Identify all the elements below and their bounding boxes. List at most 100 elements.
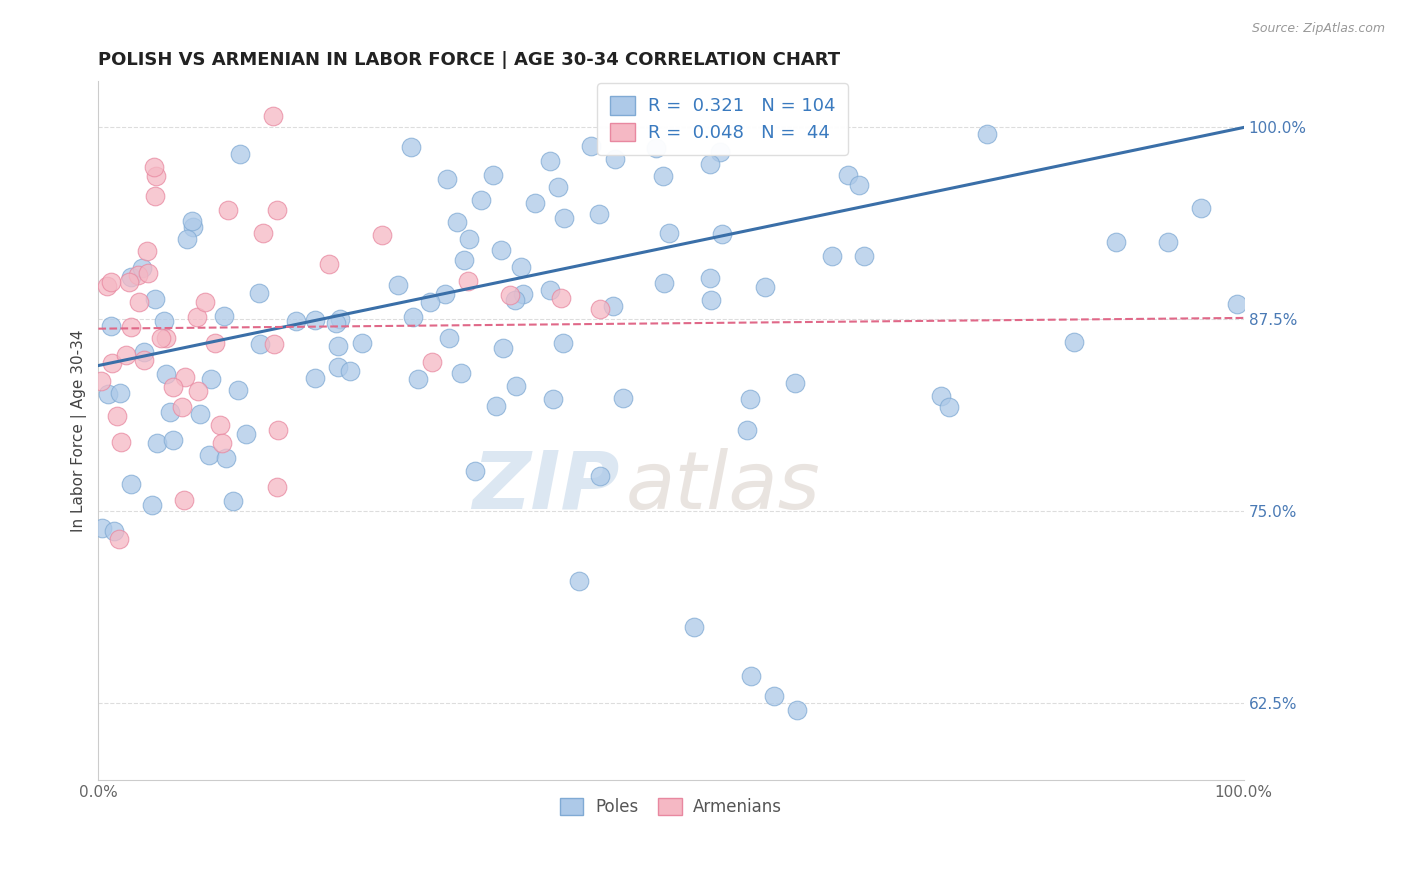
Point xyxy=(252,226,274,240)
Point xyxy=(1105,235,1128,249)
Point xyxy=(763,689,786,703)
Point xyxy=(212,309,235,323)
Point xyxy=(304,371,326,385)
Point xyxy=(538,283,561,297)
Point xyxy=(143,189,166,203)
Point xyxy=(848,178,870,193)
Point xyxy=(194,295,217,310)
Text: POLISH VS ARMENIAN IN LABOR FORCE | AGE 30-34 CORRELATION CHART: POLISH VS ARMENIAN IN LABOR FORCE | AGE … xyxy=(98,51,841,69)
Text: Source: ZipAtlas.com: Source: ZipAtlas.com xyxy=(1251,22,1385,36)
Point xyxy=(352,335,374,350)
Point xyxy=(235,427,257,442)
Point xyxy=(174,369,197,384)
Point xyxy=(1157,235,1180,249)
Point xyxy=(387,277,409,292)
Point xyxy=(699,271,721,285)
Point xyxy=(453,253,475,268)
Point xyxy=(603,153,626,167)
Point xyxy=(402,310,425,324)
Point xyxy=(589,301,612,316)
Point xyxy=(464,464,486,478)
Point xyxy=(100,318,122,333)
Point xyxy=(434,287,457,301)
Point xyxy=(538,153,561,168)
Point xyxy=(215,450,238,465)
Point xyxy=(181,220,204,235)
Point xyxy=(371,227,394,242)
Point xyxy=(285,314,308,328)
Point xyxy=(470,193,492,207)
Point xyxy=(652,277,675,291)
Point xyxy=(100,276,122,290)
Point xyxy=(103,524,125,538)
Point xyxy=(602,299,624,313)
Point xyxy=(329,312,352,326)
Point xyxy=(588,207,610,221)
Point xyxy=(436,172,458,186)
Point xyxy=(457,274,479,288)
Point xyxy=(127,268,149,283)
Point xyxy=(852,249,875,263)
Point xyxy=(551,335,574,350)
Point xyxy=(612,392,634,406)
Point xyxy=(105,409,128,424)
Point xyxy=(226,384,249,398)
Point xyxy=(645,141,668,155)
Point xyxy=(170,400,193,414)
Point xyxy=(134,353,156,368)
Text: ZIP: ZIP xyxy=(472,448,620,525)
Point xyxy=(128,295,150,310)
Point xyxy=(541,392,564,407)
Point xyxy=(499,287,522,301)
Point xyxy=(1063,334,1085,349)
Point xyxy=(503,293,526,307)
Point xyxy=(159,405,181,419)
Point xyxy=(176,232,198,246)
Point xyxy=(976,127,998,141)
Point xyxy=(101,356,124,370)
Point xyxy=(120,477,142,491)
Point xyxy=(186,310,208,325)
Point xyxy=(180,213,202,227)
Point xyxy=(740,669,762,683)
Point xyxy=(735,423,758,437)
Point xyxy=(492,341,515,355)
Point xyxy=(187,384,209,399)
Point xyxy=(553,211,575,225)
Point xyxy=(938,400,960,414)
Point xyxy=(929,389,952,403)
Point xyxy=(326,359,349,374)
Point xyxy=(222,493,245,508)
Point xyxy=(482,168,505,182)
Point xyxy=(162,380,184,394)
Point xyxy=(699,293,721,307)
Point xyxy=(97,387,120,401)
Point xyxy=(204,335,226,350)
Point xyxy=(589,469,612,483)
Point xyxy=(173,492,195,507)
Point xyxy=(142,160,165,174)
Point xyxy=(143,292,166,306)
Point xyxy=(262,109,284,123)
Point xyxy=(90,521,112,535)
Point xyxy=(247,285,270,300)
Point xyxy=(146,436,169,450)
Text: atlas: atlas xyxy=(626,448,820,525)
Point xyxy=(155,367,177,381)
Point xyxy=(419,295,441,310)
Point xyxy=(318,257,340,271)
Point xyxy=(437,331,460,345)
Point xyxy=(821,249,844,263)
Point xyxy=(581,139,603,153)
Point xyxy=(489,243,512,257)
Point xyxy=(153,314,176,328)
Point xyxy=(120,269,142,284)
Point xyxy=(266,203,288,218)
Point xyxy=(229,147,252,161)
Point xyxy=(786,703,808,717)
Point xyxy=(485,399,508,413)
Point xyxy=(658,226,681,240)
Point xyxy=(754,280,776,294)
Point xyxy=(304,312,326,326)
Point xyxy=(446,215,468,229)
